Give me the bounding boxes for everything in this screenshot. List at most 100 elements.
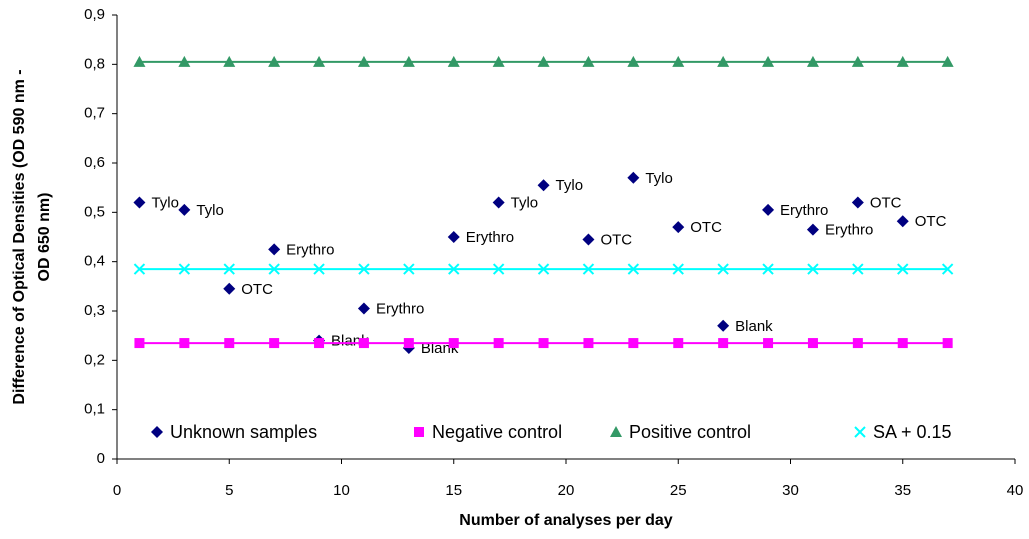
data-point — [762, 55, 775, 67]
data-point — [673, 338, 684, 349]
y-tick-label: 0,7 — [84, 105, 105, 122]
y-tick-label: 0,9 — [84, 6, 105, 23]
data-point — [582, 263, 595, 275]
data-point — [806, 55, 819, 67]
data-point — [851, 55, 864, 67]
data-point — [762, 203, 775, 216]
data-point — [762, 263, 774, 275]
y-tick-label: 0,2 — [84, 351, 105, 368]
data-point — [224, 338, 235, 349]
data-point — [314, 338, 325, 349]
x-tick-label: 20 — [558, 482, 575, 499]
y-tick-label: 0,1 — [84, 401, 105, 418]
data-point — [313, 263, 325, 275]
data-point — [851, 196, 864, 209]
data-point — [672, 263, 684, 275]
data-point — [537, 179, 550, 192]
data-point — [538, 338, 549, 349]
y-tick-label: 0,6 — [84, 154, 105, 171]
point-label: OTC — [915, 213, 947, 230]
data-point — [492, 263, 505, 275]
data-point — [133, 55, 146, 67]
data-point — [403, 338, 414, 349]
x-tick-label: 30 — [782, 482, 799, 499]
point-label: OTC — [600, 231, 632, 248]
data-point — [223, 55, 236, 67]
point-label: Tylo — [196, 202, 224, 219]
legend-marker — [854, 426, 866, 438]
data-point — [627, 55, 640, 67]
y-tick-label: 0,4 — [84, 253, 105, 270]
data-point — [896, 215, 909, 228]
legend-marker — [151, 426, 163, 438]
data-point — [358, 338, 369, 349]
data-point — [628, 338, 639, 349]
point-label: Tylo — [151, 194, 179, 211]
data-point — [897, 263, 909, 275]
x-tick-label: 0 — [113, 482, 121, 499]
x-tick-label: 15 — [445, 482, 462, 499]
data-point — [941, 263, 954, 275]
data-point — [134, 338, 145, 349]
data-point — [806, 223, 819, 236]
data-point — [448, 338, 459, 349]
point-label: Erythro — [286, 241, 334, 258]
x-tick-label: 10 — [333, 482, 350, 499]
point-label: Erythro — [376, 301, 424, 318]
point-label: OTC — [241, 281, 273, 298]
data-point — [492, 55, 505, 67]
legend-marker — [414, 427, 424, 437]
data-point — [268, 263, 280, 275]
point-label: Tylo — [645, 170, 673, 187]
legend-label: Negative control — [432, 422, 562, 442]
data-point — [357, 302, 370, 315]
data-point — [178, 203, 191, 216]
legend-marker — [610, 426, 622, 437]
x-tick-label: 5 — [225, 482, 233, 499]
point-label: Tylo — [511, 194, 539, 211]
legend-label: Unknown samples — [170, 422, 317, 442]
data-point — [852, 263, 864, 275]
data-point — [402, 55, 415, 67]
data-point — [178, 263, 191, 275]
point-label: Erythro — [466, 229, 514, 246]
data-point — [942, 338, 953, 349]
x-tick-label: 35 — [894, 482, 911, 499]
point-label: Blank — [735, 318, 773, 335]
data-point — [717, 263, 729, 275]
y-axis-label: Difference of Optical Densities (OD 590 … — [11, 69, 28, 404]
data-point — [941, 55, 954, 67]
data-point — [357, 55, 370, 67]
data-point — [763, 338, 774, 349]
point-label: Erythro — [780, 202, 828, 219]
data-point — [223, 263, 235, 275]
data-point — [582, 233, 595, 246]
y-tick-label: 0,3 — [84, 302, 105, 319]
data-point — [133, 263, 146, 275]
data-point — [582, 55, 595, 67]
point-label: Tylo — [556, 177, 584, 194]
data-point — [627, 171, 640, 184]
data-point — [268, 243, 281, 256]
data-point — [179, 338, 190, 349]
data-point — [627, 263, 640, 275]
x-tick-label: 40 — [1007, 482, 1024, 499]
data-point — [896, 55, 909, 67]
y-tick-label: 0 — [97, 450, 105, 467]
data-point — [448, 263, 460, 275]
data-point — [492, 196, 505, 209]
data-point — [852, 338, 863, 349]
data-point — [403, 263, 415, 275]
data-point — [537, 263, 550, 275]
legend-label: Positive control — [629, 422, 751, 442]
data-point — [807, 263, 819, 275]
data-point — [447, 55, 460, 67]
data-point — [672, 221, 685, 234]
data-point — [223, 282, 236, 295]
x-tick-label: 25 — [670, 482, 687, 499]
data-point — [178, 55, 191, 67]
data-point — [537, 55, 550, 67]
data-point — [133, 196, 146, 209]
data-point — [447, 231, 460, 243]
